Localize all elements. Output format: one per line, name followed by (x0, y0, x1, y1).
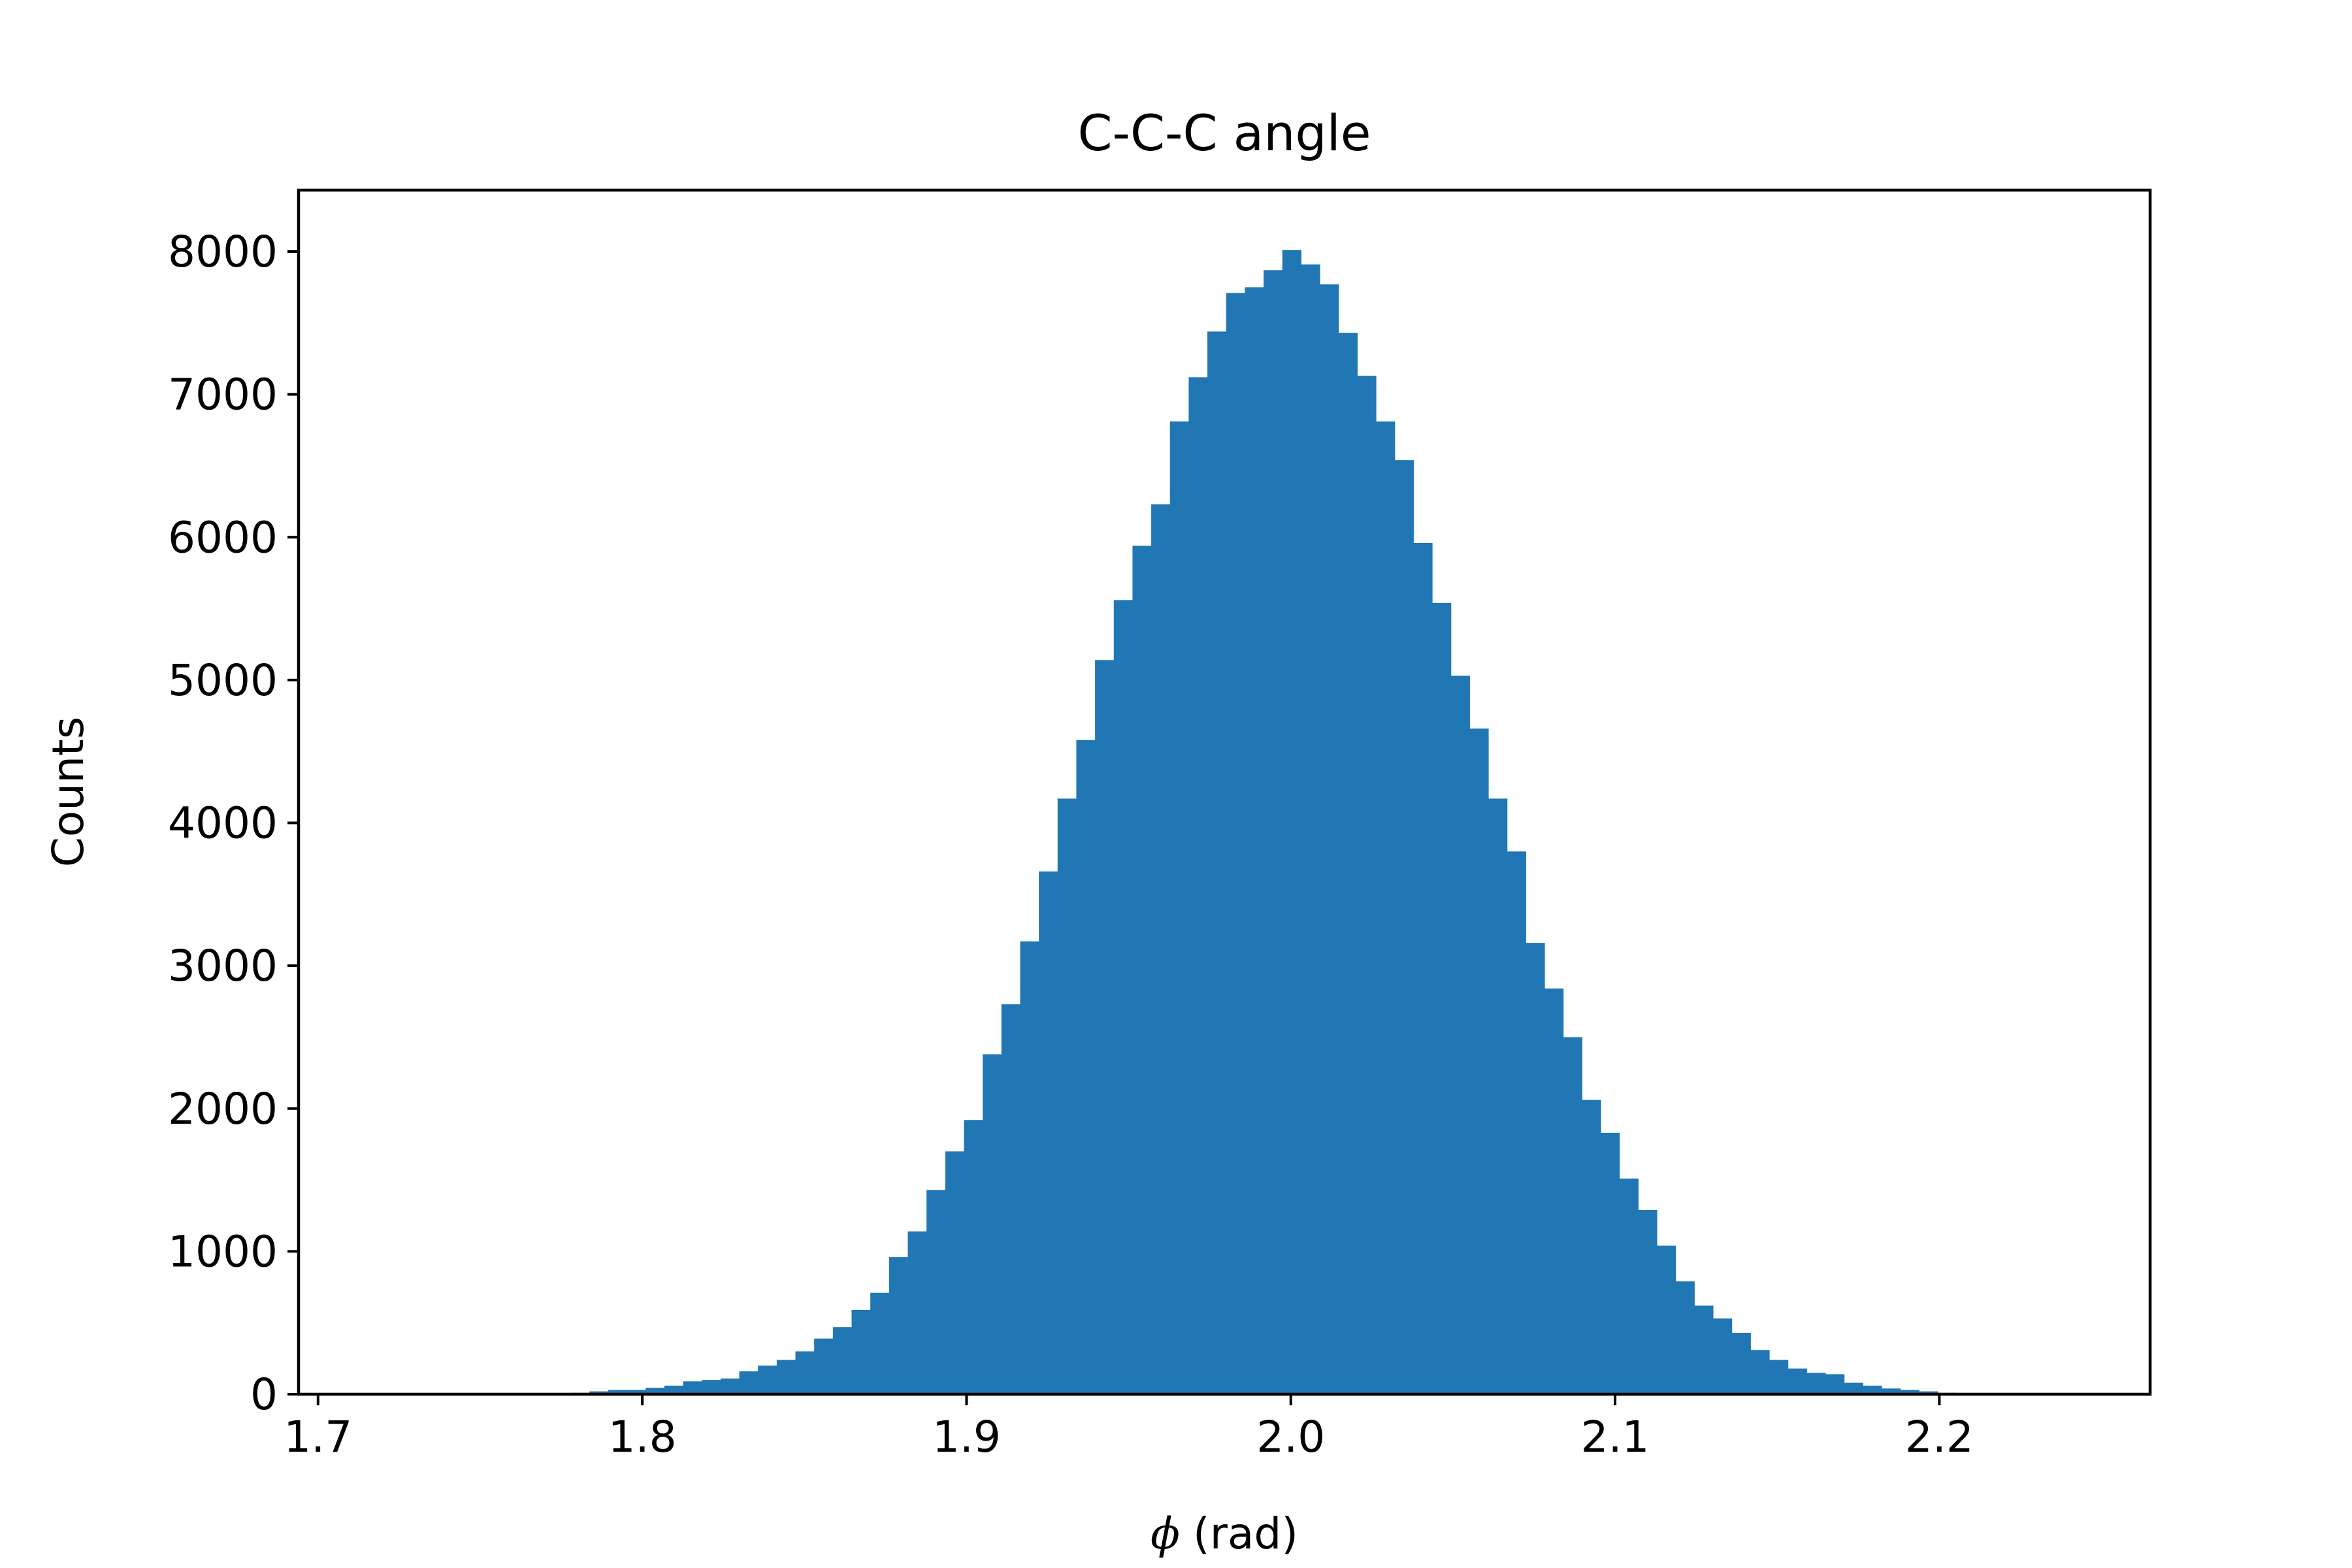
plot-frame (297, 188, 2152, 1396)
y-axis-ticks: 0 1000 2000 3000 4000 5000 6000 7000 8000 (168, 227, 299, 1420)
histogram-bars (551, 250, 1957, 1395)
histogram-bar (814, 1338, 834, 1394)
histogram-bar (758, 1365, 777, 1394)
histogram-bar (1712, 1318, 1733, 1394)
y-tick-label: 6000 (168, 512, 278, 563)
histogram-bar (1282, 250, 1301, 1394)
histogram-bar (627, 1390, 646, 1394)
histogram-bar (1863, 1385, 1882, 1394)
histogram-bar (1750, 1350, 1770, 1394)
x-tick-label: 1.8 (608, 1412, 677, 1462)
histogram-bar (1113, 600, 1134, 1395)
histogram-bar (1357, 376, 1377, 1395)
histogram-bar (1039, 871, 1058, 1394)
histogram-bar (1245, 287, 1264, 1394)
histogram-bar (1432, 602, 1452, 1394)
histogram-bar (720, 1378, 740, 1394)
phi-symbol: ϕ (1151, 1509, 1180, 1559)
chart-title: C-C-C angle (1077, 104, 1371, 162)
histogram-bar (832, 1327, 853, 1394)
histogram-bar (1544, 988, 1564, 1394)
histogram-bar (1076, 740, 1096, 1394)
histogram-bar (907, 1231, 927, 1394)
histogram-bar (851, 1310, 871, 1394)
histogram-bar (1488, 798, 1508, 1394)
histogram-bar (945, 1151, 965, 1394)
histogram-bar (983, 1054, 1002, 1394)
histogram-bar (1264, 270, 1283, 1395)
histogram-bar (702, 1380, 721, 1394)
histogram-bar (926, 1190, 946, 1394)
histogram-bar (645, 1388, 665, 1394)
histogram-bar (1338, 333, 1358, 1394)
x-axis-label-unit: (rad) (1193, 1509, 1298, 1559)
histogram-bar (964, 1120, 983, 1394)
histogram-bar (1320, 284, 1339, 1394)
y-tick-label: 0 (250, 1369, 278, 1420)
histogram-bar (1619, 1178, 1639, 1394)
histogram-bar (608, 1390, 628, 1394)
y-tick-label: 3000 (168, 941, 278, 991)
histogram-bar (1394, 460, 1414, 1395)
histogram-bar (664, 1385, 684, 1394)
histogram-bar (1694, 1305, 1714, 1394)
histogram-bar (1526, 943, 1545, 1394)
histogram-bar (1469, 728, 1489, 1394)
histogram-bar (1169, 421, 1189, 1395)
x-tick-label: 2.1 (1581, 1412, 1650, 1462)
histogram-bar (1638, 1209, 1658, 1394)
histogram-bar (1188, 377, 1208, 1394)
histogram-bar (1413, 543, 1433, 1394)
x-axis-label: ϕ (rad) (1151, 1509, 1298, 1559)
x-tick-label: 1.7 (284, 1412, 352, 1462)
x-tick-label: 2.0 (1256, 1412, 1325, 1462)
histogram-bar (683, 1381, 702, 1394)
y-tick-label: 7000 (168, 370, 278, 420)
histogram-bar (1788, 1368, 1807, 1394)
histogram-bar (1731, 1332, 1751, 1394)
histogram-bar (776, 1360, 796, 1394)
histogram-bar (1207, 331, 1227, 1395)
histogram-bar (1600, 1132, 1620, 1394)
histogram-bar (889, 1257, 909, 1394)
x-axis-ticks: 1.7 1.8 1.9 2.0 2.1 2.2 (284, 1394, 1974, 1462)
y-tick-label: 1000 (168, 1226, 278, 1277)
y-tick-label: 4000 (168, 798, 278, 849)
histogram-bar (1132, 546, 1152, 1394)
y-axis-label: Counts (43, 717, 93, 867)
histogram-bar (1675, 1281, 1695, 1394)
x-tick-label: 1.9 (932, 1412, 1001, 1462)
histogram-bar (1095, 660, 1115, 1394)
x-tick-label: 2.2 (1905, 1412, 1974, 1462)
histogram-bar (1881, 1388, 1901, 1394)
histogram-bar (1844, 1382, 1863, 1394)
histogram-bar (1900, 1390, 1919, 1394)
y-tick-label: 8000 (168, 227, 278, 277)
histogram-bar (1806, 1373, 1826, 1394)
histogram-bar (1563, 1037, 1582, 1394)
histogram-bar (1301, 264, 1320, 1395)
y-tick-label: 2000 (168, 1084, 278, 1134)
histogram-bar (1769, 1360, 1789, 1394)
histogram-bar (870, 1292, 890, 1394)
histogram-bar (1582, 1100, 1601, 1394)
histogram-bar (1507, 851, 1526, 1394)
histogram-bar (1450, 676, 1470, 1394)
histogram-bar (739, 1371, 759, 1394)
histogram-bar (1001, 1004, 1021, 1394)
histogram-bar (1020, 941, 1039, 1394)
histogram-bar (795, 1351, 815, 1394)
histogram-bar (1151, 504, 1171, 1394)
histogram-bar (1376, 421, 1396, 1395)
histogram-bar (1825, 1374, 1845, 1394)
histogram-bar (1226, 293, 1245, 1394)
histogram-bar (1656, 1245, 1676, 1394)
y-tick-label: 5000 (168, 655, 278, 706)
histogram-bar (1057, 798, 1077, 1394)
